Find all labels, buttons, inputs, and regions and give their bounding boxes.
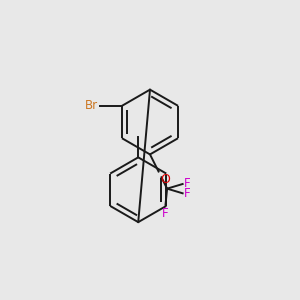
Text: Br: Br	[85, 99, 98, 112]
Text: F: F	[162, 207, 169, 220]
Text: F: F	[184, 187, 191, 200]
Text: O: O	[160, 173, 170, 186]
Text: F: F	[184, 178, 191, 190]
